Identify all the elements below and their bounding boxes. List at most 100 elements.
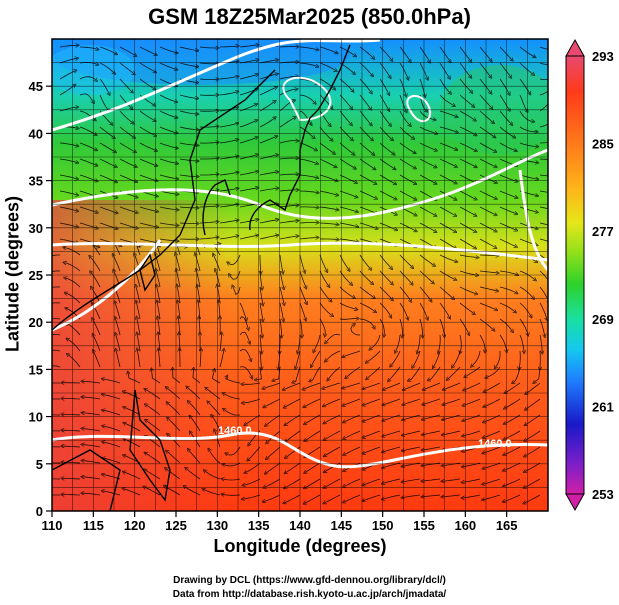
streamline xyxy=(159,158,177,164)
streamline xyxy=(419,222,436,232)
streamline xyxy=(159,174,178,179)
y-axis: 0 5 10 15 20 25 30 35 40 45 xyxy=(29,79,52,519)
streamline xyxy=(159,206,178,210)
streamline xyxy=(304,398,321,407)
streamline xyxy=(284,494,301,503)
streamline xyxy=(339,302,357,309)
streamline xyxy=(459,238,476,248)
streamline xyxy=(119,78,132,92)
streamline xyxy=(339,110,352,125)
streamline xyxy=(259,118,275,128)
streamline xyxy=(339,286,354,298)
streamline xyxy=(159,222,178,225)
streamline xyxy=(363,398,381,405)
colorbar-label: 261 xyxy=(592,399,614,414)
streamline xyxy=(245,462,261,473)
streamline xyxy=(399,302,408,319)
streamline xyxy=(383,430,401,436)
streamline xyxy=(103,394,121,400)
colorbar-label: 277 xyxy=(592,224,614,239)
streamline xyxy=(499,334,507,352)
streamline xyxy=(499,206,517,214)
credit-line-2: Data from http://database.rish.kyoto-u.a… xyxy=(172,589,447,600)
streamline xyxy=(239,220,258,224)
streamline xyxy=(534,366,541,383)
streamline xyxy=(439,222,456,232)
streamline xyxy=(137,317,141,336)
streamline xyxy=(119,142,136,152)
streamline xyxy=(439,286,454,299)
streamline xyxy=(319,239,338,240)
coastlines xyxy=(52,44,351,511)
streamline xyxy=(79,222,97,228)
streamline xyxy=(159,126,177,133)
streamline xyxy=(539,174,548,177)
streamline xyxy=(223,462,241,466)
streamline xyxy=(190,416,201,432)
streamline xyxy=(259,286,263,305)
streamline xyxy=(379,78,389,95)
streamline xyxy=(363,414,381,421)
streamline xyxy=(119,126,135,138)
streamline xyxy=(279,174,298,175)
streamline xyxy=(419,110,435,120)
streamline xyxy=(82,445,101,448)
chart-title: GSM 18Z25Mar2025 (850.0hPa) xyxy=(148,4,471,29)
streamline xyxy=(284,398,301,408)
streamline xyxy=(519,206,537,212)
coastline-taiwan xyxy=(139,253,156,292)
streamline xyxy=(324,446,341,456)
streamline xyxy=(319,190,338,195)
streamline xyxy=(524,462,541,472)
streamline xyxy=(286,446,301,458)
streamline xyxy=(299,142,316,150)
coastline-japan xyxy=(249,89,331,231)
streamline xyxy=(279,254,283,273)
streamline xyxy=(419,142,436,151)
streamline xyxy=(146,420,161,432)
streamline xyxy=(319,158,336,167)
streamline xyxy=(391,350,401,366)
streamline xyxy=(144,487,161,496)
streamline xyxy=(82,397,101,400)
streamline xyxy=(219,123,238,128)
streamline xyxy=(222,494,241,495)
streamline xyxy=(299,222,318,223)
streamline xyxy=(260,350,262,369)
streamline xyxy=(295,350,301,368)
streamline xyxy=(419,46,430,62)
streamline xyxy=(499,46,512,60)
streamline xyxy=(259,87,276,96)
streamline xyxy=(519,174,538,179)
streamline xyxy=(459,110,475,120)
streamline xyxy=(479,158,496,167)
streamline xyxy=(119,94,132,109)
streamline xyxy=(459,158,476,167)
streamline xyxy=(499,286,517,293)
streamline xyxy=(539,90,548,96)
streamline xyxy=(159,62,177,70)
streamline xyxy=(279,221,298,224)
contour-line xyxy=(282,76,332,122)
streamline xyxy=(359,302,376,312)
streamline xyxy=(379,62,390,78)
streamline xyxy=(419,270,433,283)
streamline xyxy=(259,172,278,176)
x-tick-label: 160 xyxy=(454,518,476,533)
streamline xyxy=(279,270,284,289)
streamline xyxy=(59,71,76,80)
streamline xyxy=(103,426,121,432)
streamline xyxy=(399,222,416,231)
streamline xyxy=(399,318,403,337)
streamline xyxy=(379,142,394,154)
streamline xyxy=(119,222,137,228)
streamline xyxy=(464,382,481,390)
streamline xyxy=(139,46,156,55)
streamline xyxy=(82,381,101,383)
streamline xyxy=(243,478,261,485)
streamline xyxy=(422,430,441,435)
streamline xyxy=(279,286,284,305)
colorbar-top-triangle xyxy=(565,38,585,57)
streamline xyxy=(259,270,262,289)
streamline xyxy=(159,142,177,148)
